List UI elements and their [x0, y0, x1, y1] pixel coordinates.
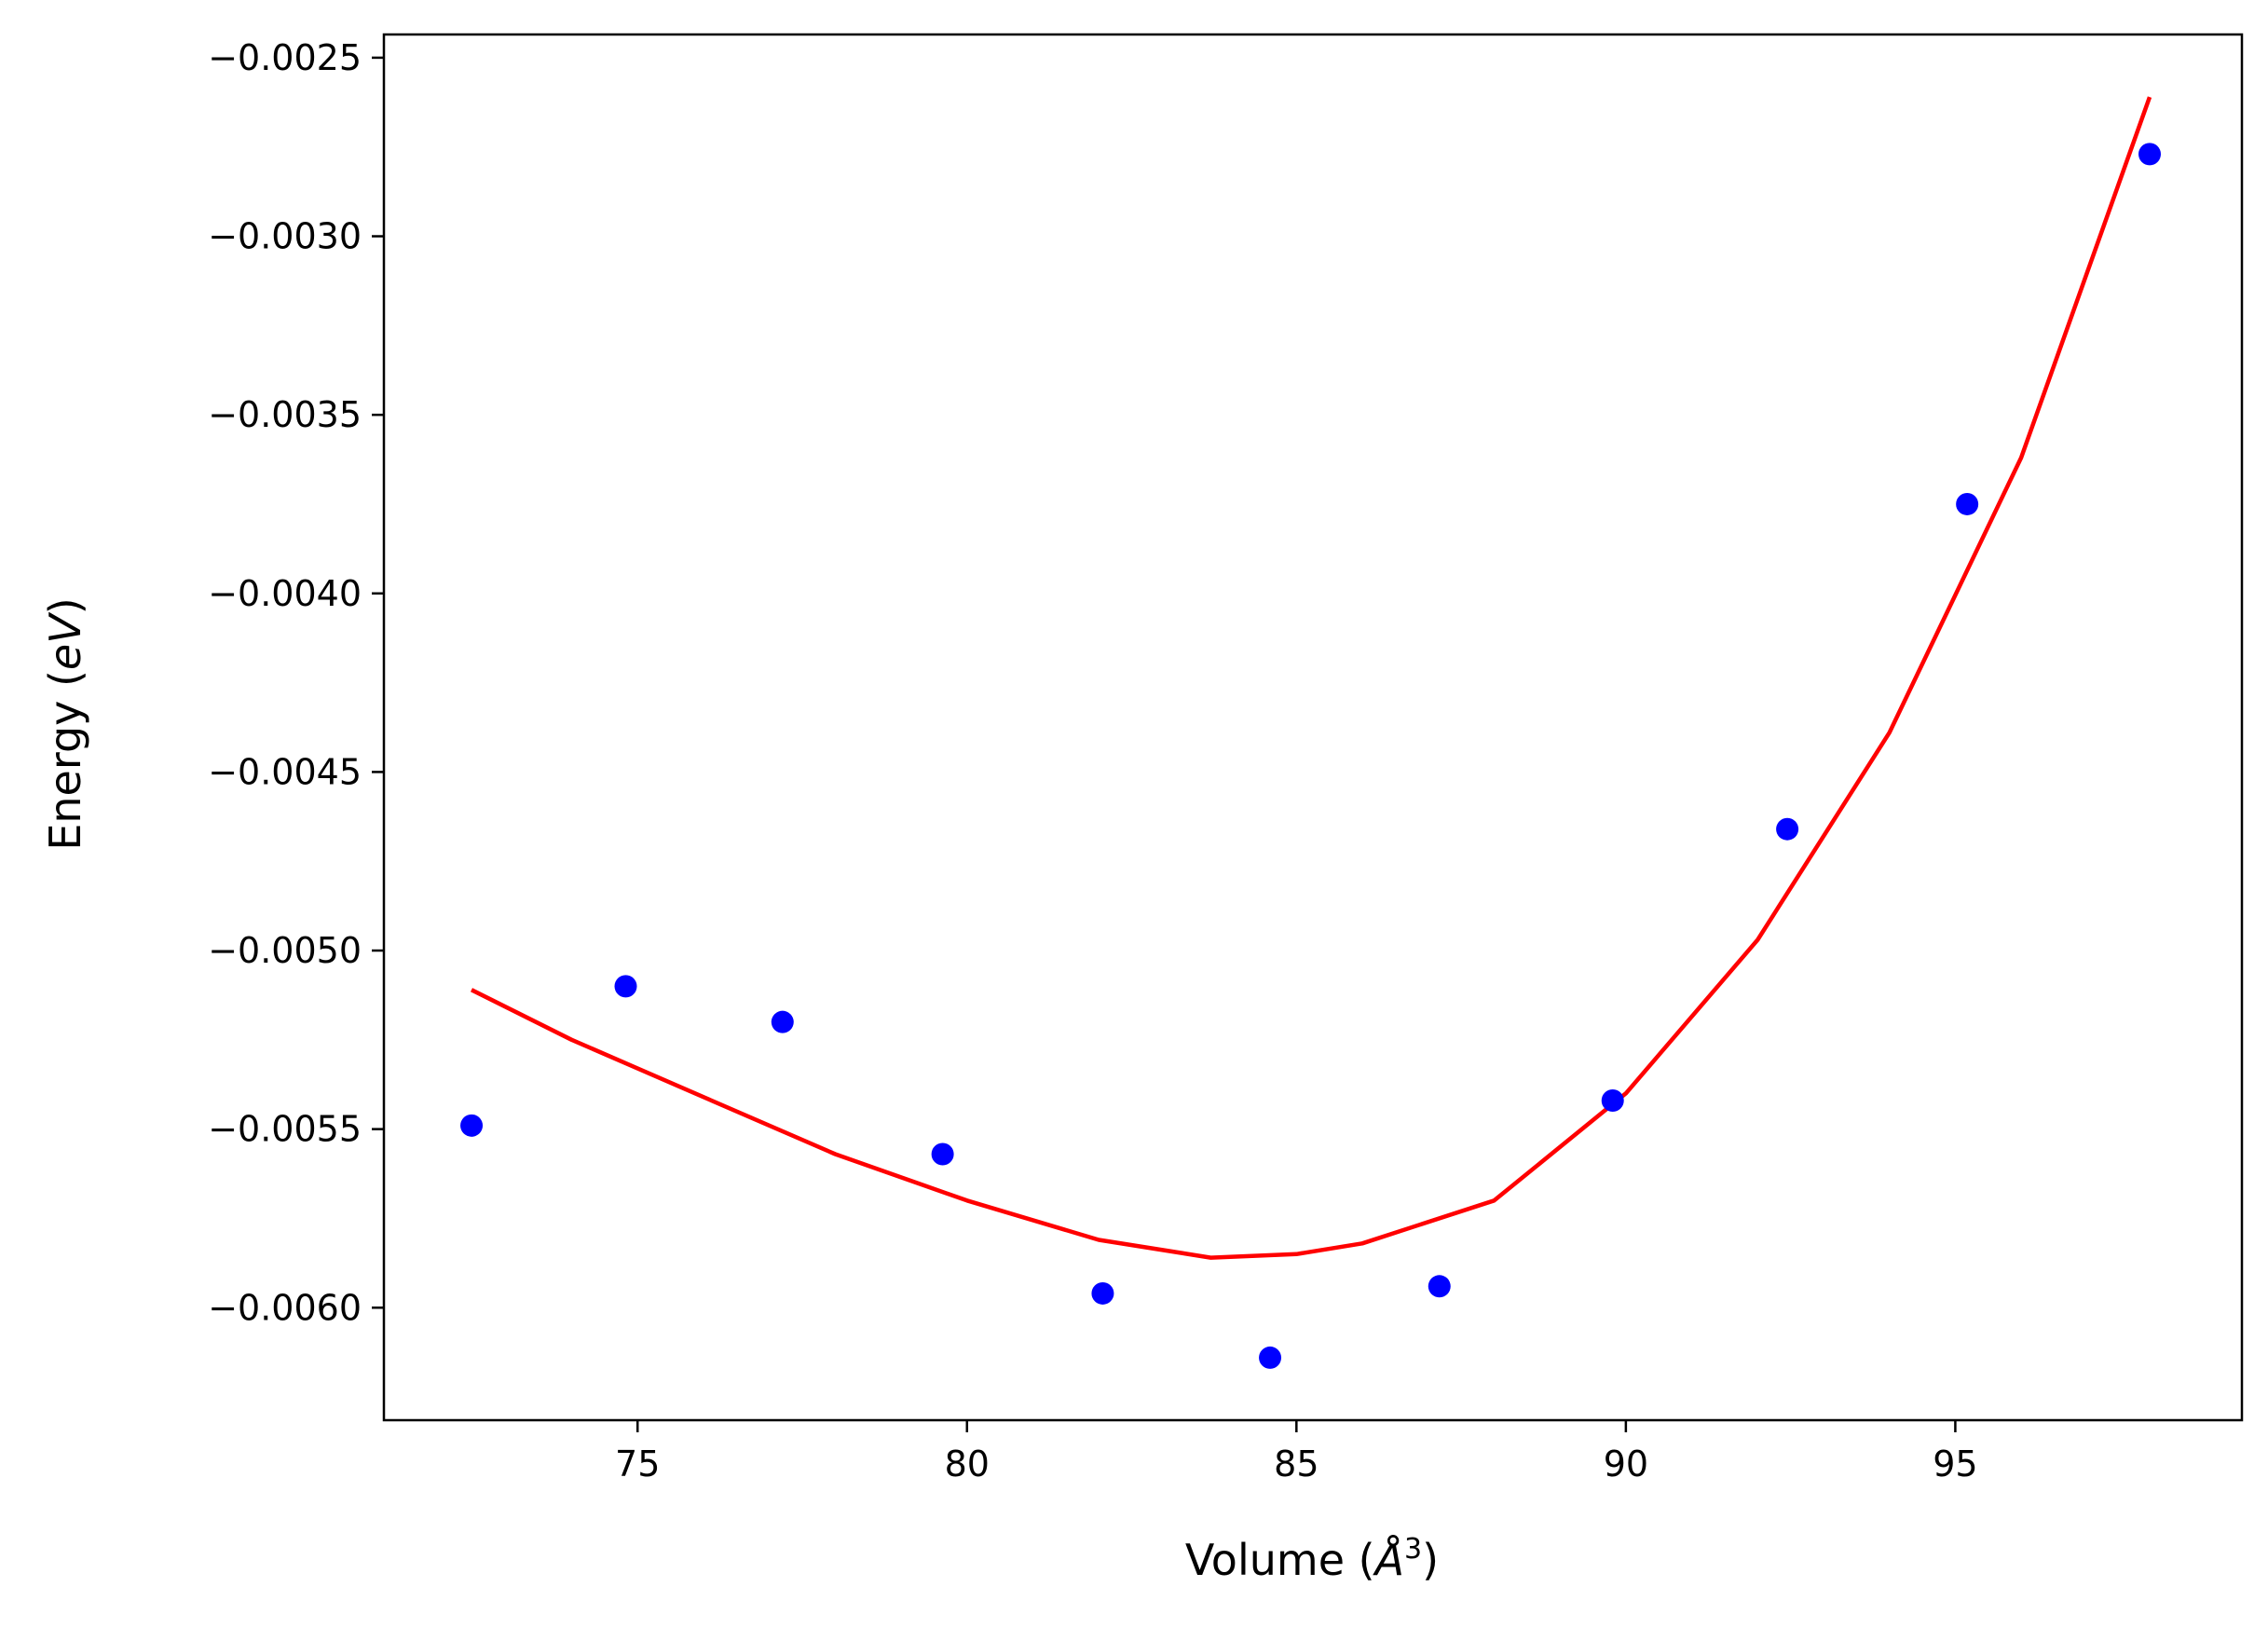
- y-axis-ticks: −0.0025 −0.0030 −0.0035 −0.0040 −0.0045 −0.00…: [208, 37, 384, 1328]
- x-axis-label-close: ): [1422, 1535, 1439, 1585]
- y-tick-label: −0.0035: [208, 394, 362, 435]
- series-layer: [460, 96, 2162, 1369]
- x-axis-ticks: 75 80 85 90 95: [615, 1420, 1978, 1484]
- x-axis-label-exponent: 3: [1404, 1533, 1422, 1566]
- y-axis-label: Energy (eV): [40, 597, 90, 850]
- plot-area: [384, 34, 2242, 1420]
- x-tick-label: 95: [1933, 1443, 1977, 1484]
- data-point: [1601, 1088, 1624, 1112]
- data-point: [771, 1010, 794, 1033]
- data-point: [931, 1142, 954, 1166]
- y-tick-label: −0.0055: [208, 1109, 362, 1150]
- fit-curve-line: [470, 96, 2152, 1260]
- y-axis-label-text: Energy (: [40, 670, 90, 851]
- x-axis-label-symbol: Å: [1373, 1535, 1404, 1585]
- data-point: [1956, 492, 1979, 515]
- data-point: [1776, 817, 1799, 841]
- plot-frame: [382, 33, 2244, 1422]
- y-axis-label-close: ): [40, 597, 90, 614]
- data-point: [2138, 143, 2162, 166]
- y-tick-label: −0.0060: [208, 1287, 362, 1328]
- y-tick-label: −0.0045: [208, 751, 362, 792]
- y-tick-label: −0.0030: [208, 216, 362, 257]
- y-tick-label: −0.0025: [208, 37, 362, 78]
- data-point: [614, 975, 637, 998]
- x-tick-label: 75: [615, 1443, 660, 1484]
- x-axis-label: Volume (Å3): [1185, 1533, 1439, 1585]
- x-axis-label-text: Volume (: [1185, 1535, 1375, 1585]
- y-axis-label-unit: eV: [40, 611, 90, 670]
- y-tick-label: −0.0040: [208, 573, 362, 614]
- x-tick-label: 85: [1274, 1443, 1318, 1484]
- y-tick-label: −0.0050: [208, 930, 362, 971]
- data-point: [1428, 1275, 1451, 1298]
- data-point: [1259, 1346, 1282, 1369]
- x-tick-label: 80: [945, 1443, 990, 1484]
- data-point: [1091, 1281, 1114, 1305]
- data-point: [460, 1114, 484, 1137]
- x-tick-label: 90: [1604, 1443, 1648, 1484]
